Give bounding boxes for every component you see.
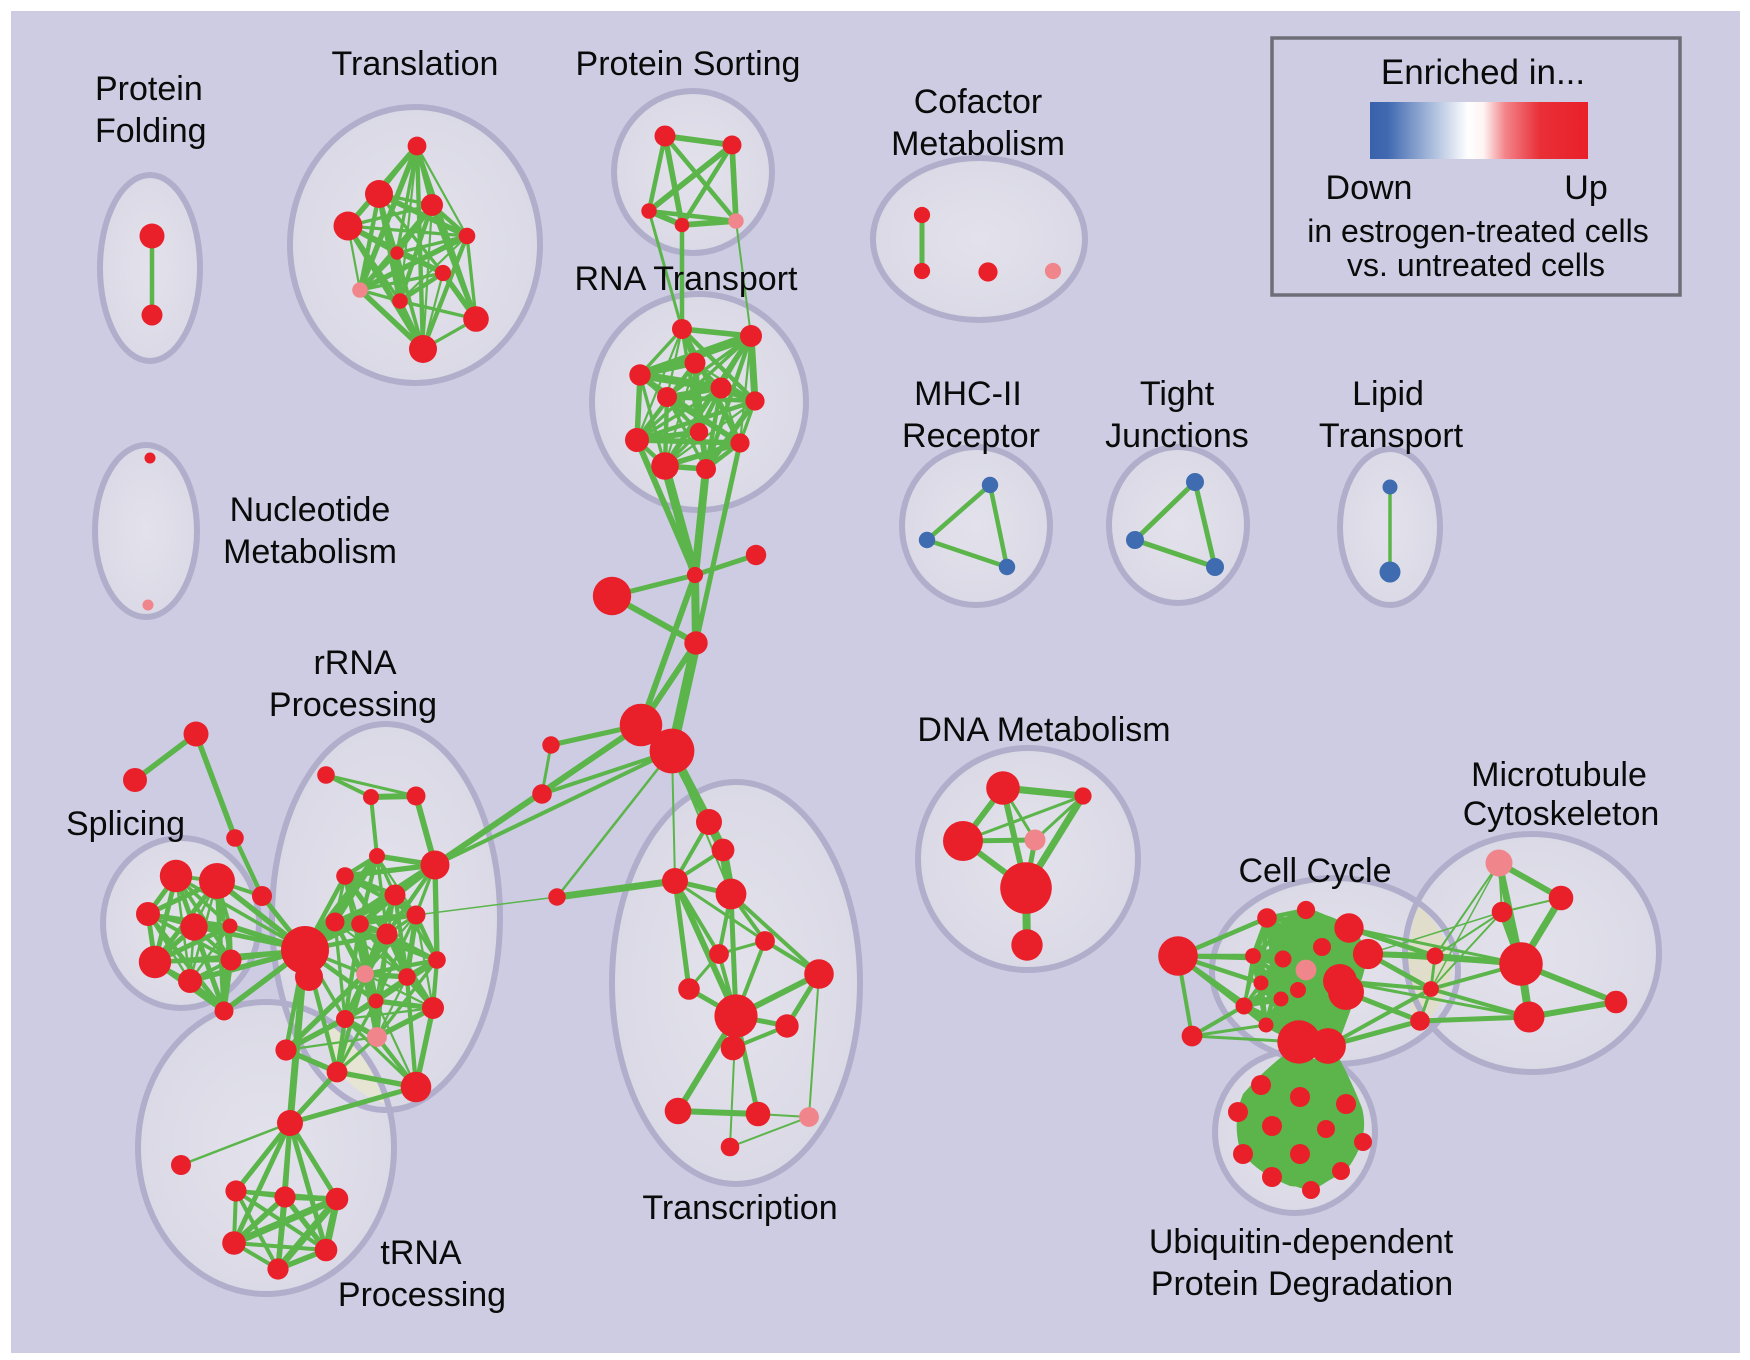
svg-text:Processing: Processing	[269, 686, 437, 724]
svg-text:Protein Degradation: Protein Degradation	[1151, 1265, 1453, 1303]
svg-text:Down: Down	[1326, 169, 1413, 207]
svg-text:in estrogen-treated cells: in estrogen-treated cells	[1307, 213, 1649, 249]
svg-text:Enriched in...: Enriched in...	[1381, 53, 1585, 92]
svg-text:MHC-II: MHC-II	[914, 375, 1022, 413]
svg-text:Microtubule: Microtubule	[1471, 756, 1647, 794]
svg-text:Transcription: Transcription	[642, 1189, 837, 1227]
svg-text:Cell Cycle: Cell Cycle	[1238, 852, 1391, 890]
svg-text:Processing: Processing	[338, 1276, 506, 1314]
svg-text:DNA Metabolism: DNA Metabolism	[917, 711, 1170, 749]
svg-text:Cytoskeleton: Cytoskeleton	[1463, 795, 1660, 833]
svg-text:Cofactor: Cofactor	[914, 83, 1043, 121]
svg-text:rRNA: rRNA	[313, 644, 396, 682]
svg-text:Metabolism: Metabolism	[891, 125, 1065, 163]
svg-text:Nucleotide: Nucleotide	[230, 491, 391, 529]
svg-text:Junctions: Junctions	[1105, 417, 1249, 455]
svg-text:Protein: Protein	[95, 70, 203, 108]
svg-text:Splicing: Splicing	[66, 805, 185, 843]
svg-text:Folding: Folding	[95, 112, 207, 150]
svg-text:Metabolism: Metabolism	[223, 533, 397, 571]
svg-text:Transport: Transport	[1319, 417, 1464, 455]
svg-text:tRNA: tRNA	[380, 1234, 462, 1272]
svg-text:Ubiquitin-dependent: Ubiquitin-dependent	[1149, 1223, 1454, 1261]
svg-text:Tight: Tight	[1140, 375, 1215, 413]
svg-text:Protein Sorting: Protein Sorting	[576, 45, 801, 83]
svg-text:Up: Up	[1564, 169, 1607, 207]
svg-text:RNA Transport: RNA Transport	[575, 260, 799, 298]
svg-text:Receptor: Receptor	[902, 417, 1040, 455]
svg-text:Translation: Translation	[332, 45, 499, 83]
svg-text:Lipid: Lipid	[1352, 375, 1424, 413]
svg-text:vs. untreated cells: vs. untreated cells	[1347, 247, 1605, 283]
